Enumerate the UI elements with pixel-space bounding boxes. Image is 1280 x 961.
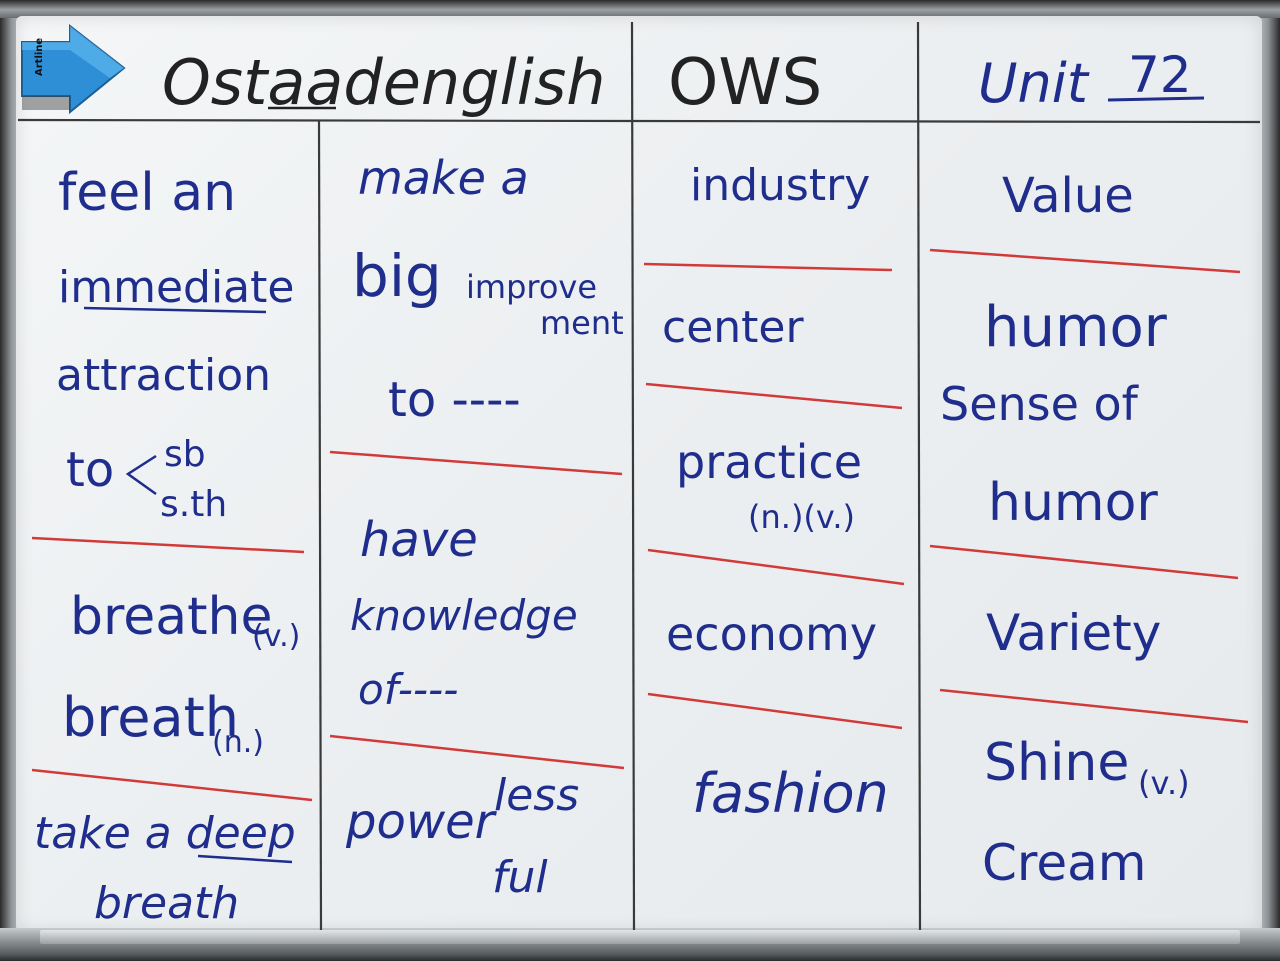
col1-line-6: s.th	[160, 484, 227, 525]
col4-line-7: (v.)	[1138, 764, 1190, 802]
col1-line-1: feel an	[58, 163, 236, 223]
col2-line-7: knowledge	[350, 591, 578, 640]
column-3: industry center practice (n.)(v.) econom…	[662, 160, 889, 825]
grid-lines	[17, 21, 1261, 931]
column-divider-3	[916, 21, 922, 931]
col2-line-5: to ----	[388, 372, 521, 428]
eraser-icon: Artline	[21, 23, 126, 115]
header-bottom-line	[17, 118, 1261, 124]
column-2: make a big improve ment to ---- have kno…	[345, 151, 624, 903]
col2-divider-a	[329, 450, 623, 476]
col1-line-4: to	[66, 442, 114, 498]
col1-line-12: breath	[94, 878, 239, 929]
col3-divider-b	[645, 382, 903, 410]
col1-line-3: attraction	[56, 350, 271, 401]
col1-line-7: breathe	[70, 587, 272, 647]
col3-line-5: economy	[666, 607, 877, 661]
col3-divider-a	[643, 262, 893, 272]
col2-divider-b	[329, 734, 625, 770]
column-divider-2	[630, 21, 636, 931]
col3-line-3: practice	[676, 435, 862, 489]
col2-line-3: improve	[466, 268, 597, 306]
column-1: feel an immediate attraction to sb s.th …	[34, 163, 300, 929]
col1-line-11: take a deep	[34, 808, 296, 859]
col2-line-10: less	[494, 770, 579, 821]
col1-divider-b	[31, 768, 313, 802]
col2-line-2: big	[352, 242, 442, 310]
col1-divider-a	[31, 536, 305, 554]
col3-line-6: fashion	[692, 762, 889, 825]
col4-line-6: Shine	[984, 733, 1129, 793]
col2-line-6: have	[360, 512, 478, 568]
col2-line-8: of----	[358, 665, 458, 714]
col4-line-2: humor	[984, 295, 1168, 360]
whiteboard-surface	[16, 16, 1262, 932]
brand-title: Ostaadenglish	[162, 46, 606, 119]
col2-line-4: ment	[540, 304, 624, 342]
col3-line-2: center	[662, 302, 804, 353]
col3-divider-d	[647, 692, 903, 730]
col4-line-3: Sense of	[940, 377, 1140, 431]
col1-line-2: immediate	[58, 262, 294, 313]
col4-divider-c	[939, 688, 1249, 724]
col4-line-5: Variety	[986, 604, 1161, 662]
col2-line-1: make a	[358, 151, 529, 205]
col3-line-1: industry	[690, 160, 870, 211]
col3-divider-c	[647, 548, 905, 586]
col1-deep-underline	[197, 854, 293, 864]
eraser-label: Artline	[34, 38, 45, 76]
bracket-icon	[125, 454, 157, 496]
unit-label: Unit	[978, 52, 1090, 115]
col1-line-10: (n.)	[212, 725, 264, 760]
col1-line-5: sb	[164, 434, 206, 475]
col1-line-8: (v.)	[252, 619, 300, 654]
marker-tray	[40, 930, 1240, 944]
col4-line-8: Cream	[982, 834, 1146, 892]
column-4: Value humor Sense of humor Variety Shine…	[940, 168, 1190, 892]
col3-line-4: (n.)(v.)	[748, 498, 855, 536]
col2-line-11: ful	[492, 852, 548, 903]
col1-line-9: breath	[62, 686, 239, 749]
col4-divider-b	[929, 544, 1239, 580]
unit-underline	[1107, 96, 1205, 102]
column-divider-1	[317, 120, 323, 931]
col4-line-1: Value	[1002, 168, 1134, 224]
col4-line-4: humor	[988, 473, 1158, 533]
red-dividers	[31, 248, 1249, 802]
unit-number: 72	[1128, 46, 1192, 104]
course-code: OWS	[668, 46, 822, 120]
col2-line-9: power	[345, 794, 498, 850]
col1-underline	[83, 306, 267, 314]
col4-divider-a	[929, 248, 1241, 274]
